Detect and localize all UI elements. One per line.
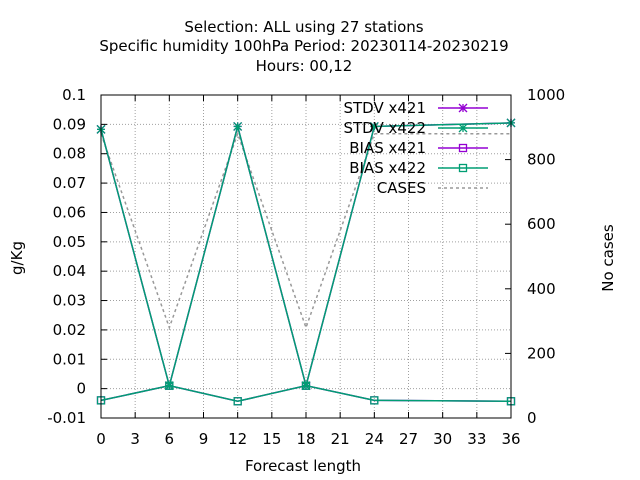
x-tick-label: 0 — [96, 430, 106, 448]
x-tick-label: 15 — [262, 430, 281, 448]
x-tick-label: 24 — [365, 430, 384, 448]
legend-label: BIAS x421 — [349, 139, 426, 157]
x-tick-labels: 0 3 6 9 12 15 18 21 24 27 30 33 36 — [96, 430, 520, 448]
data-point — [301, 381, 311, 390]
y2-tick-label: 1000 — [527, 86, 565, 104]
x-tick-label: 3 — [130, 430, 140, 448]
x-tick-label: 36 — [501, 430, 520, 448]
y-tick-label: 0.06 — [53, 203, 86, 221]
axis-ticks — [100, 94, 512, 419]
legend-label: CASES — [377, 179, 426, 197]
series-line — [100, 384, 512, 403]
y-tick-label: -0.01 — [47, 409, 86, 427]
legend-marker — [458, 163, 468, 173]
y-tick-label: 0 — [76, 380, 86, 398]
x-tick-label: 33 — [467, 430, 486, 448]
x-axis-label: Forecast length — [245, 457, 361, 475]
x-tick-label: 18 — [296, 430, 315, 448]
legend: STDV x421 STDV x422 BIAS x421 BIAS x422 CASE… — [343, 99, 488, 197]
y-tick-label: 0.08 — [53, 145, 86, 163]
y2-tick-label: 200 — [527, 344, 556, 362]
legend-label: STDV x422 — [343, 119, 426, 137]
y2-tick-label: 600 — [527, 215, 556, 233]
grid — [101, 95, 511, 418]
y-tick-label: 0.02 — [53, 321, 86, 339]
title-line-1: Selection: ALL using 27 stations — [184, 18, 423, 36]
data-point — [370, 396, 379, 405]
x-tick-label: 21 — [331, 430, 350, 448]
legend-label: STDV x421 — [343, 99, 426, 117]
y2-axis-label: No cases — [599, 224, 617, 292]
legend-label: BIAS x422 — [349, 159, 426, 177]
y-tick-label: 0.03 — [53, 292, 86, 310]
y-axis-label: g/Kg — [8, 241, 26, 275]
legend-marker — [458, 143, 468, 153]
y2-tick-label: 400 — [527, 280, 556, 298]
data-point — [233, 121, 243, 131]
y2-tick-label: 800 — [527, 151, 556, 169]
data-point — [165, 381, 174, 390]
data-point — [369, 121, 379, 131]
series-line — [100, 122, 512, 389]
y-tick-label: 0.09 — [53, 115, 86, 133]
y-tick-label: 0.04 — [53, 262, 86, 280]
y-tick-label: 0.1 — [62, 86, 86, 104]
x-tick-label: 27 — [399, 430, 418, 448]
x-tick-label: 6 — [165, 430, 175, 448]
title-line-2: Specific humidity 100hPa Period: 2023011… — [99, 37, 508, 55]
y-tick-labels: -0.01 0 0.01 0.02 0.03 0.04 0.05 0.06 0.07 0.08 0.… — [47, 86, 86, 427]
y2-tick-label: 0 — [527, 409, 537, 427]
y-tick-label: 0.05 — [53, 233, 86, 251]
y-tick-label: 0.01 — [53, 350, 86, 368]
legend-marker — [458, 103, 468, 113]
legend-marker — [458, 123, 468, 133]
chart-title: Selection: ALL using 27 stations Specifi… — [99, 18, 508, 75]
data-point — [233, 397, 242, 406]
x-tick-label: 12 — [228, 430, 247, 448]
x-tick-label: 9 — [199, 430, 209, 448]
title-line-3: Hours: 00,12 — [256, 57, 353, 75]
y2-tick-labels: 0 200 400 600 800 1000 — [527, 86, 565, 427]
series-layer — [96, 118, 516, 406]
y-tick-label: 0.07 — [53, 174, 86, 192]
x-tick-label: 30 — [433, 430, 452, 448]
